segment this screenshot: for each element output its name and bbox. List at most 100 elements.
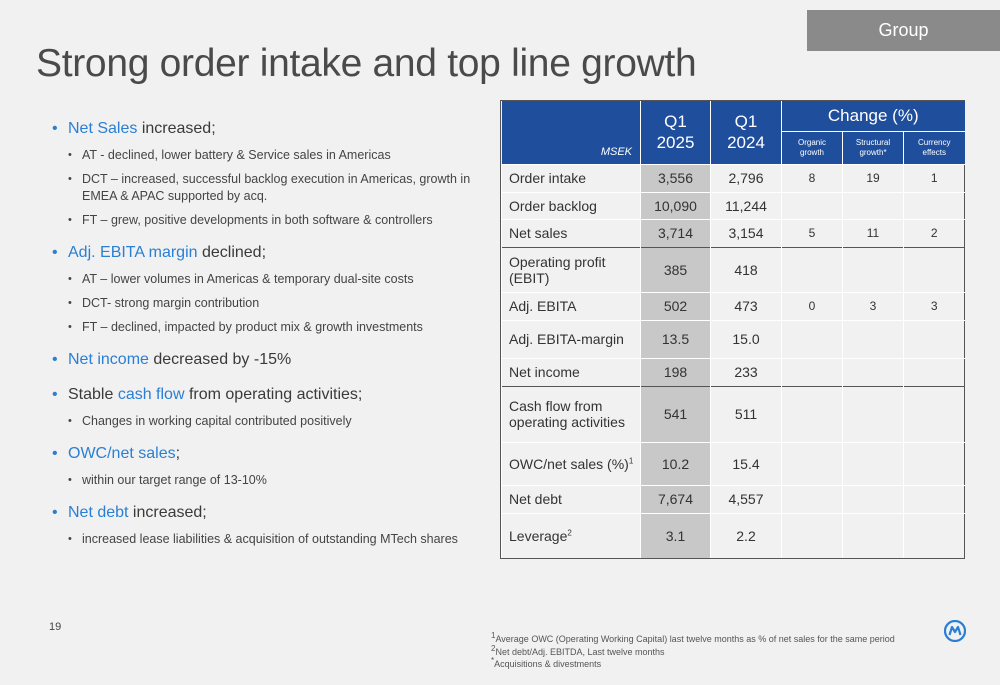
table-cell-q25: 13.5 [640,319,711,358]
page-title: Strong order intake and top line growth [36,42,697,85]
table-row: Cash flow from operating activities 541 51… [501,385,965,442]
bullet-highlight: Net debt [68,504,129,521]
table-row: Net sales 3,714 3,154 5 11 2 [501,218,965,247]
table-cell-str [842,191,904,219]
table-cell-cur: 2 [903,218,965,247]
table-row: Adj. EBITA-margin 13.5 15.0 [501,319,965,358]
bullet-item: Net income decreased by -15% [52,349,482,371]
table-cell-org: 8 [781,163,843,192]
table-cell-org [781,484,843,513]
table-row: Net income 198 233 [501,357,965,386]
bullet-list: Net Sales increased; AT - declined, lower… [52,118,482,548]
table-cell-q24: 511 [710,385,782,442]
table-cell-org [781,357,843,386]
bullet-highlight: OWC/net sales [68,445,176,462]
table-cell-q24: 4,557 [710,484,782,513]
table-cell-str [842,385,904,442]
col-organic-growth: Organic growth [781,131,843,164]
sub-bullet-item: AT - declined, lower battery & Service s… [52,147,482,164]
table-cell-cur [903,441,965,485]
table-row: Order backlog 10,090 11,244 [501,191,965,219]
table-cell-str [842,512,904,558]
table-cell-str: 19 [842,163,904,192]
table-cell-q24: 15.4 [710,441,782,485]
bullet-item: Stable cash flow from operating activiti… [52,384,482,406]
table-cell-cur [903,246,965,292]
table-row: OWC/net sales (%)1 10.2 15.4 [501,441,965,485]
table-cell-str [842,484,904,513]
bullet-highlight: Adj. EBITA margin [68,244,198,261]
unit-label: MSEK [501,101,641,164]
col-q1-2024: Q1 2024 [710,101,782,164]
table-cell-cur: 1 [903,163,965,192]
table-cell-q25: 198 [640,357,711,386]
table-header-row: MSEK Q1 2025 Q1 2024 Change (%) [501,101,965,164]
table-cell-label: OWC/net sales (%)1 [501,441,641,485]
sub-bullet-item: FT – declined, impacted by product mix &… [52,319,482,336]
table-cell-q25: 10,090 [640,191,711,219]
bullet-highlight: Net Sales [68,120,138,137]
bullet-text: declined; [197,244,267,261]
table-cell-label: Cash flow from operating activities [501,385,641,442]
bullet-prefix: Stable [68,386,118,403]
table-cell-org: 5 [781,218,843,247]
table-cell-label: Leverage2 [501,512,641,558]
table-cell-q24: 2,796 [710,163,782,192]
table-cell-org: 0 [781,291,843,320]
bullet-item: Adj. EBITA margin declined; [52,242,482,264]
table-cell-cur [903,319,965,358]
table-cell-q24: 15.0 [710,319,782,358]
table-cell-q24: 3,154 [710,218,782,247]
table-cell-org [781,385,843,442]
col-q1-2025: Q1 2025 [640,101,711,164]
section-tab: Group [807,10,1000,51]
table-cell-q25: 3.1 [640,512,711,558]
financial-table: MSEK Q1 2025 Q1 2024 Change (%) Organic gro… [500,100,965,559]
table-cell-cur [903,385,965,442]
footnote-marker: 1 [628,455,634,465]
table-cell-q24: 2.2 [710,512,782,558]
table-cell-q25: 7,674 [640,484,711,513]
table-cell-q24: 418 [710,246,782,292]
table-cell-str [842,319,904,358]
table-cell-label: Operating profit (EBIT) [501,246,641,292]
col-currency-effects: Currency effects [903,131,965,164]
footnote-item: 1Average OWC (Operating Working Capital)… [491,631,895,645]
table-cell-label: Order backlog [501,191,641,219]
table-cell-label: Adj. EBITA [501,291,641,320]
bullet-text: from operating activities; [184,386,363,403]
sub-bullet-item: DCT- strong margin contribution [52,295,482,312]
table-cell-org [781,191,843,219]
table-cell-q25: 3,714 [640,218,711,247]
table-cell-str [842,357,904,386]
table-cell-q24: 233 [710,357,782,386]
table-cell-str: 3 [842,291,904,320]
table-cell-cur [903,191,965,219]
table-cell-org [781,246,843,292]
table-cell-q25: 385 [640,246,711,292]
table-cell-str [842,246,904,292]
footnote-item: *Acquisitions & divestments [491,656,602,670]
table-cell-label: Net income [501,357,641,386]
sub-bullet-item: within our target range of 13-10% [52,472,482,489]
table-row: Net debt 7,674 4,557 [501,484,965,513]
table-cell-q25: 502 [640,291,711,320]
bullet-item: Net Sales increased; [52,118,482,140]
table-cell-q25: 3,556 [640,163,711,192]
table-cell-cur [903,357,965,386]
table-cell-label: Order intake [501,163,641,192]
bullet-text: increased; [137,120,216,137]
table-cell-org [781,512,843,558]
table-cell-str: 11 [842,218,904,247]
col-structural-growth: Structural growth* [842,131,904,164]
table-row: Operating profit (EBIT) 385 418 [501,246,965,292]
table-cell-q24: 473 [710,291,782,320]
sub-bullet-item: Changes in working capital contributed p… [52,413,482,430]
bullet-text: decreased by -15% [148,351,292,368]
company-logo-icon [944,620,966,642]
bullet-highlight: Net income [68,351,149,368]
table-cell-str [842,441,904,485]
footnotes: 1Average OWC (Operating Working Capital)… [491,631,895,671]
footnote-item: 2Net debt/Adj. EBITDA, Last twelve month… [491,643,665,657]
sub-bullet-item: FT – grew, positive developments in both… [52,212,482,229]
